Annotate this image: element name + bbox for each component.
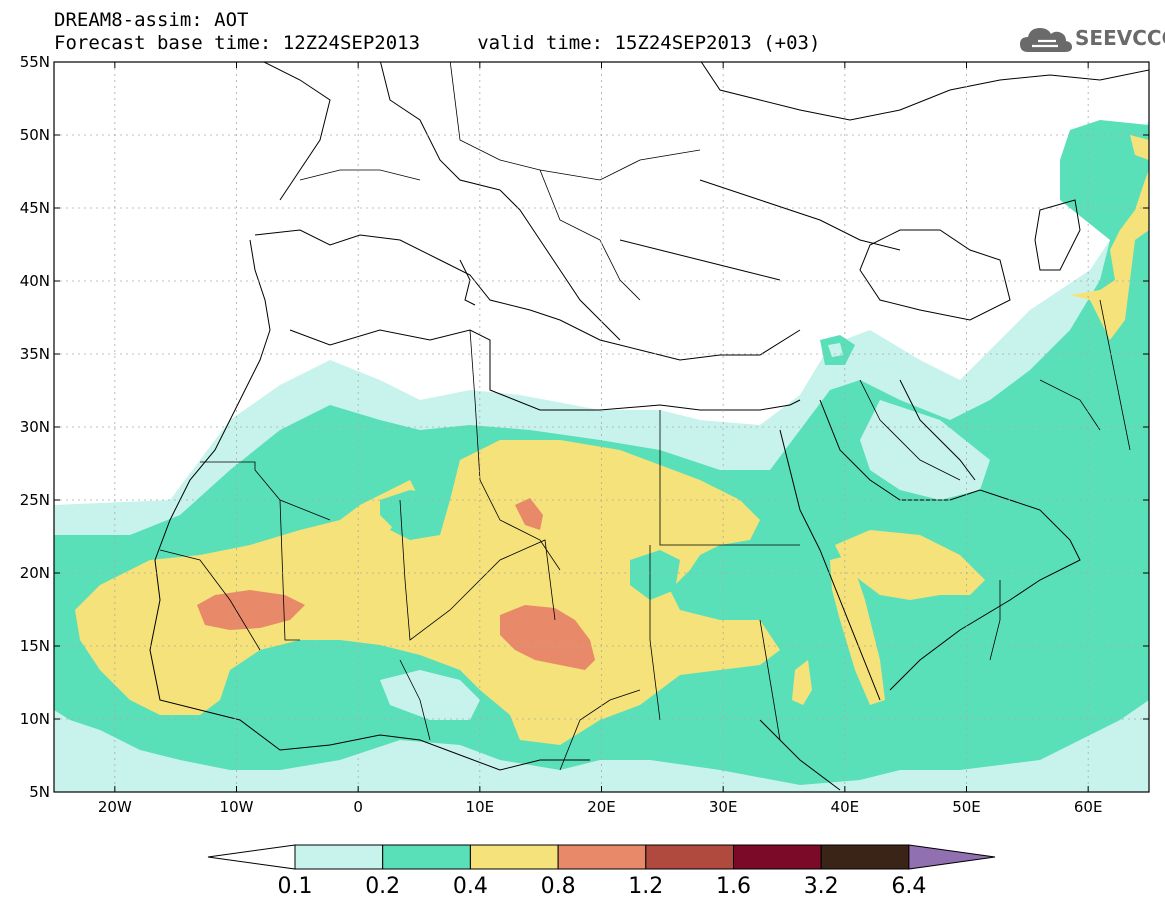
colorbar-label: 0.4 (453, 874, 488, 899)
lon-label: 40E (831, 798, 860, 816)
colorbar-segment (557, 844, 647, 870)
colorbar (207, 844, 996, 870)
lat-label: 10N (20, 710, 50, 728)
lon-label: 0 (353, 798, 363, 816)
colorbar-label: 3.2 (804, 874, 839, 899)
lat-label: 15N (20, 637, 50, 655)
colorbar-segment (382, 844, 471, 870)
lat-label: 55N (20, 53, 50, 71)
cloud-icon (1020, 28, 1072, 52)
colorbar-label: 0.2 (365, 874, 400, 899)
country-borders (159, 62, 1131, 771)
lat-label: 30N (20, 418, 50, 436)
aot-field (54, 120, 1149, 792)
latitude-labels: 55N 50N 45N 40N 35N 30N 25N 20N 15N 10N 5N (20, 53, 50, 801)
lat-label: 45N (20, 199, 50, 217)
colorbar-label: 1.2 (628, 874, 663, 899)
graticule (54, 62, 1149, 792)
lat-label: 35N (20, 345, 50, 363)
colorbar-segment (294, 844, 384, 870)
colorbar-segment (820, 844, 910, 870)
colorbar-label: 6.4 (891, 874, 926, 899)
lon-label: 10E (466, 798, 495, 816)
lon-label: 20E (587, 798, 616, 816)
colorbar-low-triangle (207, 844, 296, 870)
map-title: DREAM8-assim: AOT (54, 9, 249, 31)
colorbar-segment (645, 844, 734, 870)
colorbar-label: 1.6 (716, 874, 751, 899)
lon-label: 30E (709, 798, 738, 816)
colorbar-high-triangle (908, 844, 996, 870)
longitude-labels: 20W 10W 0 10E 20E 30E 40E 50E 60E (98, 798, 1103, 816)
colorbar-label: 0.1 (278, 874, 313, 899)
colorbar-labels: 0.1 0.2 0.4 0.8 1.2 1.6 3.2 6.4 (278, 874, 927, 899)
axis-ticks (54, 61, 1149, 793)
lon-label: 50E (952, 798, 981, 816)
lat-label: 40N (20, 272, 50, 290)
lat-label: 25N (20, 491, 50, 509)
lon-label: 20W (98, 798, 132, 816)
lat-label: 20N (20, 564, 50, 582)
colorbar-segment (733, 844, 822, 870)
colorbar-label: 0.8 (541, 874, 576, 899)
logo-text: SEEVCCC (1075, 26, 1165, 50)
lon-label: 10W (220, 798, 254, 816)
lat-label: 5N (29, 783, 50, 801)
coastlines (149, 62, 1149, 791)
lon-label: 60E (1074, 798, 1103, 816)
colorbar-segment (469, 844, 559, 870)
lat-label: 50N (20, 126, 50, 144)
forecast-times: Forecast base time: 12Z24SEP2013 valid t… (54, 32, 821, 54)
